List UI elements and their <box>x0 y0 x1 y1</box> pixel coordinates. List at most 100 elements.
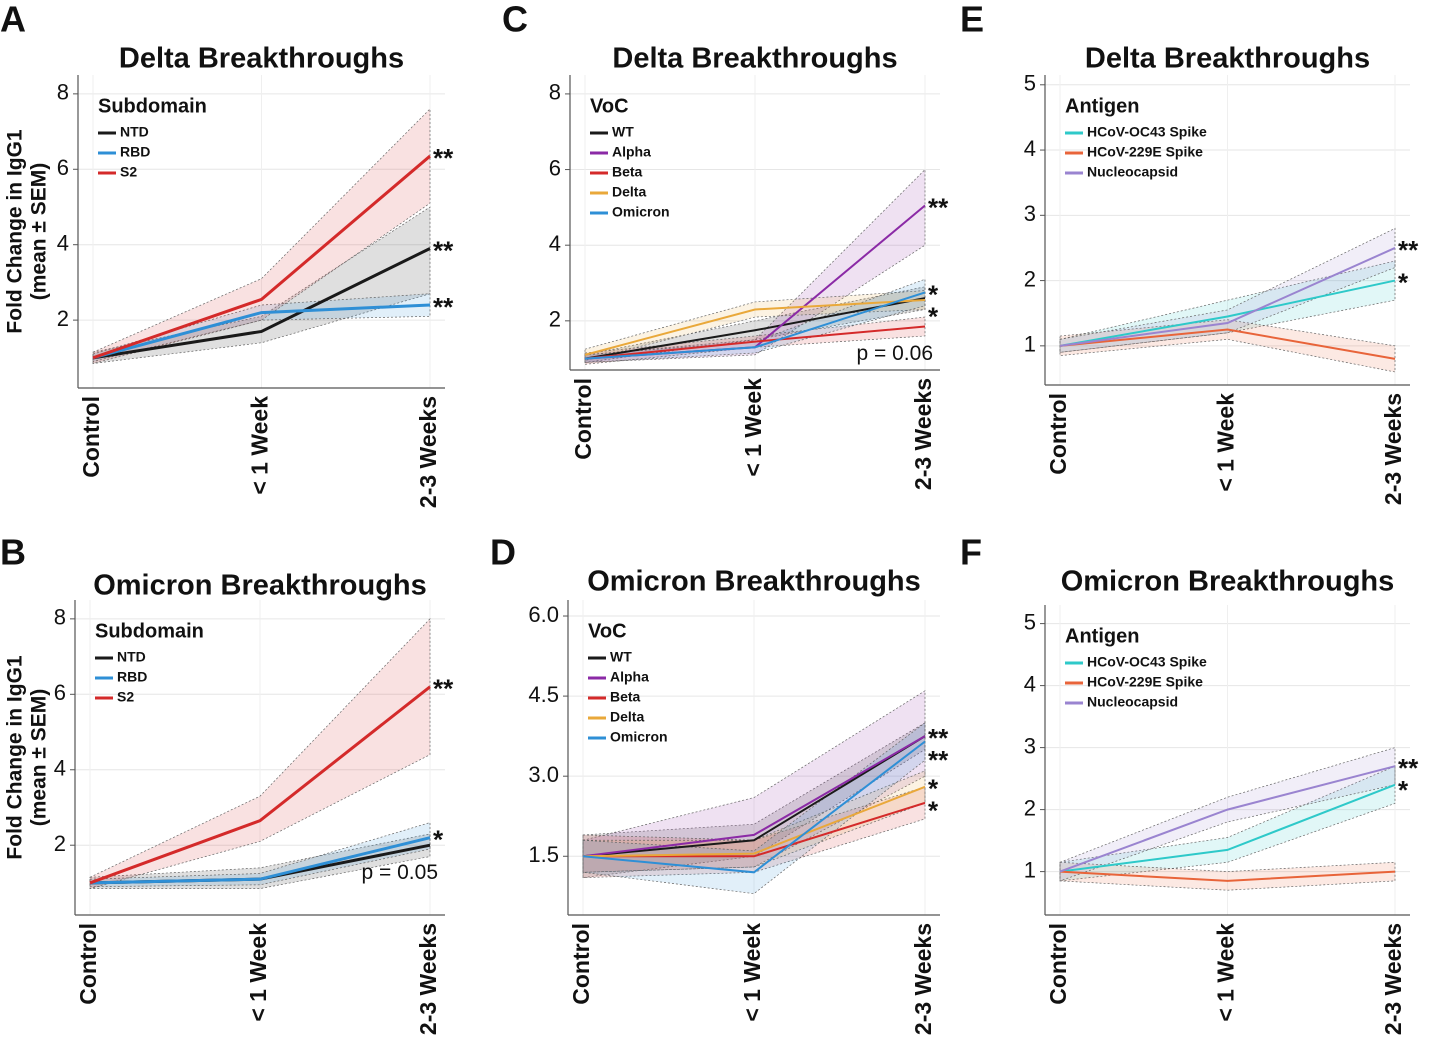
x-tick-label: Control <box>570 378 596 460</box>
chart-title: Omicron Breakthroughs <box>587 566 921 598</box>
legend-entry: Alpha <box>612 144 651 160</box>
y-tick-label: 4 <box>54 756 66 781</box>
x-tick-label: Control <box>1045 923 1071 1005</box>
significance: * <box>928 774 939 804</box>
x-tick-label: Control <box>568 923 594 1005</box>
y-tick-label: 4 <box>1024 136 1036 161</box>
series-line <box>584 291 926 360</box>
y-tick-label: 4.5 <box>528 682 559 707</box>
legend-title: VoC <box>590 95 629 117</box>
chart-title: Delta Breakthroughs <box>612 43 897 75</box>
significance: ** <box>433 143 454 173</box>
p-value: p = 0.06 <box>857 342 933 365</box>
legend-entry: Nucleocapsid <box>1087 694 1178 710</box>
y-axis-label: Fold Change in IgG1 <box>4 655 27 859</box>
x-tick-label: < 1 Week <box>739 923 765 1022</box>
panel-letter: F <box>960 532 982 573</box>
panel: C Delta Breakthroughs 2 4 6 8 Control < 1 Week 2… <box>502 0 949 490</box>
series-line <box>92 154 431 360</box>
x-tick-label: 2-3 Weeks <box>910 378 936 490</box>
series-line <box>1059 765 1396 873</box>
x-tick-label: < 1 Week <box>1213 393 1239 492</box>
chart-title: Delta Breakthroughs <box>1085 43 1370 75</box>
sem-band <box>89 617 431 890</box>
sem-band <box>582 722 926 895</box>
y-tick-label: 1.5 <box>528 842 559 867</box>
legend-entry: Alpha <box>610 669 649 685</box>
panel-letter: D <box>490 532 516 573</box>
y-tick-label: 2 <box>1024 266 1036 291</box>
sem-band <box>1059 747 1396 882</box>
panel: E Delta Breakthroughs 1 2 3 4 5 Control < 1 Week… <box>960 0 1419 505</box>
y-tick-label: 6 <box>57 155 69 180</box>
significance: * <box>928 301 939 331</box>
x-tick-label: < 1 Week <box>245 923 271 1022</box>
chart-title: Omicron Breakthroughs <box>93 570 427 602</box>
legend-entry: RBD <box>117 669 147 685</box>
panel-letter: E <box>960 0 984 40</box>
sem-band <box>1059 765 1396 882</box>
legend-entry: HCoV-229E Spike <box>1087 144 1203 160</box>
y-tick-label: 1 <box>1024 857 1036 882</box>
legend-entry: HCoV-OC43 Spike <box>1087 654 1207 670</box>
y-tick-label: 5 <box>1024 609 1036 634</box>
legend-entry: HCoV-229E Spike <box>1087 674 1203 690</box>
series-line <box>582 735 926 858</box>
panel: F Omicron Breakthroughs 1 2 3 4 5 Control < 1 We… <box>960 532 1419 1036</box>
significance: * <box>433 825 444 855</box>
significance: * <box>1398 267 1409 297</box>
sem-band <box>92 293 431 363</box>
series-line <box>582 735 926 858</box>
x-tick-label: < 1 Week <box>1213 923 1239 1022</box>
y-tick-label: 6.0 <box>528 602 559 627</box>
significance: ** <box>928 192 949 222</box>
significance: ** <box>433 674 454 704</box>
legend-entry: NTD <box>120 124 149 140</box>
legend-entry: Nucleocapsid <box>1087 164 1178 180</box>
legend-entry: Delta <box>610 709 644 725</box>
series-line <box>582 785 926 858</box>
significance: * <box>928 279 939 309</box>
legend-title: Antigen <box>1065 625 1139 647</box>
x-tick-label: 2-3 Weeks <box>1380 923 1406 1035</box>
legend-entry: RBD <box>120 144 150 160</box>
x-tick-label: < 1 Week <box>740 378 766 477</box>
y-axis-label: (mean ± SEM) <box>28 689 51 827</box>
y-tick-label: 1 <box>1024 332 1036 357</box>
series-line <box>1059 279 1396 347</box>
series-line <box>89 685 431 885</box>
panel-letter: A <box>0 0 26 40</box>
y-tick-label: 4 <box>57 231 69 256</box>
x-tick-label: 2-3 Weeks <box>910 923 936 1035</box>
legend-title: VoC <box>588 620 627 642</box>
y-tick-label: 3 <box>1024 201 1036 226</box>
legend-entry: Beta <box>612 164 643 180</box>
panel: D Omicron Breakthroughs 1.5 3.0 4.5 6.0 Contro… <box>490 532 949 1036</box>
series-line <box>92 247 431 360</box>
legend-entry: Delta <box>612 184 646 200</box>
y-tick-label: 8 <box>57 80 69 105</box>
legend-entry: WT <box>610 649 632 665</box>
y-tick-label: 2 <box>54 831 66 856</box>
x-tick-label: Control <box>75 923 101 1005</box>
significance: * <box>928 796 939 826</box>
y-tick-label: 5 <box>1024 71 1036 96</box>
sem-band <box>582 770 926 873</box>
legend-entry: Omicron <box>612 204 670 220</box>
significance: ** <box>1398 235 1419 265</box>
legend-entry: Beta <box>610 689 641 705</box>
chart-title: Omicron Breakthroughs <box>1061 566 1395 598</box>
p-value: p = 0.05 <box>362 861 438 884</box>
y-tick-label: 2 <box>1024 795 1036 820</box>
sem-band <box>584 290 926 361</box>
x-tick-label: Control <box>78 396 104 478</box>
y-tick-label: 8 <box>549 80 561 105</box>
x-tick-label: < 1 Week <box>247 396 273 495</box>
legend-title: Subdomain <box>98 95 207 117</box>
significance: ** <box>1398 753 1419 783</box>
panel: B Omicron Breakthroughs 2 4 6 8 Control < 1 Wee… <box>0 532 454 1036</box>
x-tick-label: 2-3 Weeks <box>415 396 441 508</box>
y-tick-label: 8 <box>54 605 66 630</box>
sem-band <box>584 278 926 363</box>
